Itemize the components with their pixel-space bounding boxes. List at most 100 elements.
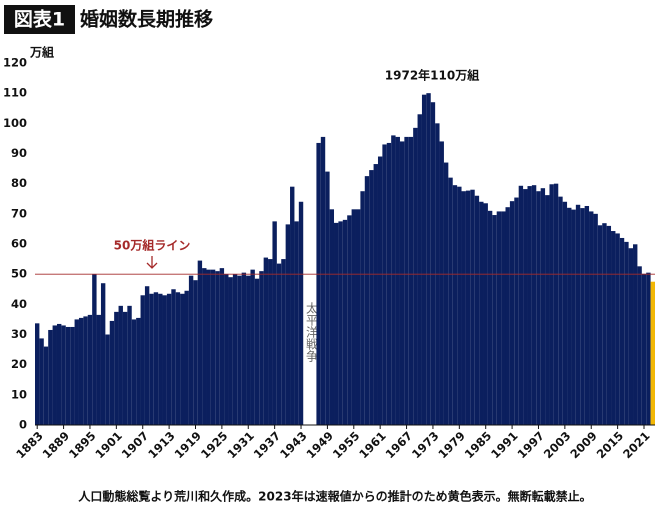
bar <box>540 188 546 425</box>
bar <box>153 292 159 425</box>
bar <box>329 209 335 425</box>
chart-title: 婚姻数長期推移 <box>80 8 213 31</box>
bar <box>118 305 123 425</box>
bar <box>188 275 194 425</box>
bar <box>342 219 348 425</box>
bar <box>624 241 629 425</box>
y-unit: 万組 <box>29 45 54 60</box>
bar <box>531 185 537 425</box>
bar <box>404 136 409 426</box>
bar <box>408 136 414 426</box>
bar <box>254 278 260 425</box>
bar <box>567 207 572 425</box>
bar <box>105 334 110 425</box>
bar <box>421 94 427 426</box>
bar <box>571 209 576 425</box>
bar <box>320 136 326 426</box>
bar <box>140 295 145 425</box>
annotation: 50万組ライン <box>114 238 191 253</box>
bar <box>347 215 352 425</box>
bar <box>250 269 255 425</box>
bar <box>558 196 563 425</box>
bar <box>246 275 251 425</box>
bar <box>127 305 132 425</box>
bar <box>48 329 53 425</box>
bar <box>633 244 638 425</box>
y-tick-label: 80 <box>11 176 27 190</box>
y-tick-label: 20 <box>11 357 27 371</box>
y-tick-label: 60 <box>11 237 27 251</box>
bar <box>298 201 304 425</box>
bar <box>109 320 115 425</box>
y-tick-label: 0 <box>19 418 27 432</box>
bar <box>338 221 343 425</box>
bar <box>417 114 422 426</box>
bar <box>241 272 247 425</box>
bar <box>228 277 233 425</box>
bar <box>276 263 282 425</box>
bar <box>426 93 431 426</box>
bar <box>575 204 581 425</box>
bar <box>87 314 93 425</box>
y-tick-label: 30 <box>11 327 27 341</box>
bar <box>281 259 286 425</box>
bar <box>549 184 554 425</box>
bar <box>70 326 75 425</box>
y-tick-label: 120 <box>3 56 27 70</box>
bar <box>650 281 655 425</box>
bar <box>646 272 651 425</box>
bar <box>430 102 436 425</box>
bar <box>268 259 273 425</box>
bar <box>505 207 510 425</box>
bar <box>382 144 387 425</box>
bar <box>509 201 515 425</box>
label-box <box>4 5 75 34</box>
bar <box>263 257 269 425</box>
bar <box>474 195 480 425</box>
figure-label: 図表1 <box>14 8 65 31</box>
bar <box>395 136 400 426</box>
y-tick-label: 50 <box>11 267 27 281</box>
y-tick-label: 40 <box>11 297 27 311</box>
bar <box>35 323 40 425</box>
bar <box>237 275 242 425</box>
annotation: 1972年110万組 <box>385 68 479 83</box>
annotation: 太平洋戦争 <box>305 301 319 362</box>
bar <box>56 323 62 425</box>
bar <box>479 201 484 425</box>
bar <box>219 268 225 425</box>
bar <box>175 292 181 425</box>
bar <box>584 205 590 425</box>
bar <box>74 319 79 425</box>
bar <box>144 286 150 425</box>
bar <box>641 273 647 425</box>
bar <box>158 293 163 425</box>
bar <box>501 211 506 425</box>
bar <box>272 221 277 425</box>
bar <box>100 283 106 425</box>
bar <box>39 338 44 425</box>
bar <box>360 191 365 425</box>
bar <box>602 223 607 425</box>
bar <box>628 248 634 425</box>
bar <box>136 317 141 425</box>
bar <box>619 237 625 425</box>
bar <box>461 191 466 425</box>
bar <box>96 314 101 425</box>
bar <box>483 203 488 425</box>
bar <box>149 293 154 425</box>
bar <box>83 316 88 425</box>
bar <box>369 170 374 425</box>
bar <box>131 319 137 425</box>
bar <box>457 186 462 425</box>
bar <box>514 197 519 425</box>
bar <box>122 311 128 425</box>
bar <box>193 280 198 425</box>
bar <box>78 317 84 425</box>
bar <box>197 260 203 425</box>
bar <box>413 127 418 425</box>
bar <box>171 289 176 425</box>
bar <box>593 213 598 425</box>
bar <box>92 274 97 425</box>
